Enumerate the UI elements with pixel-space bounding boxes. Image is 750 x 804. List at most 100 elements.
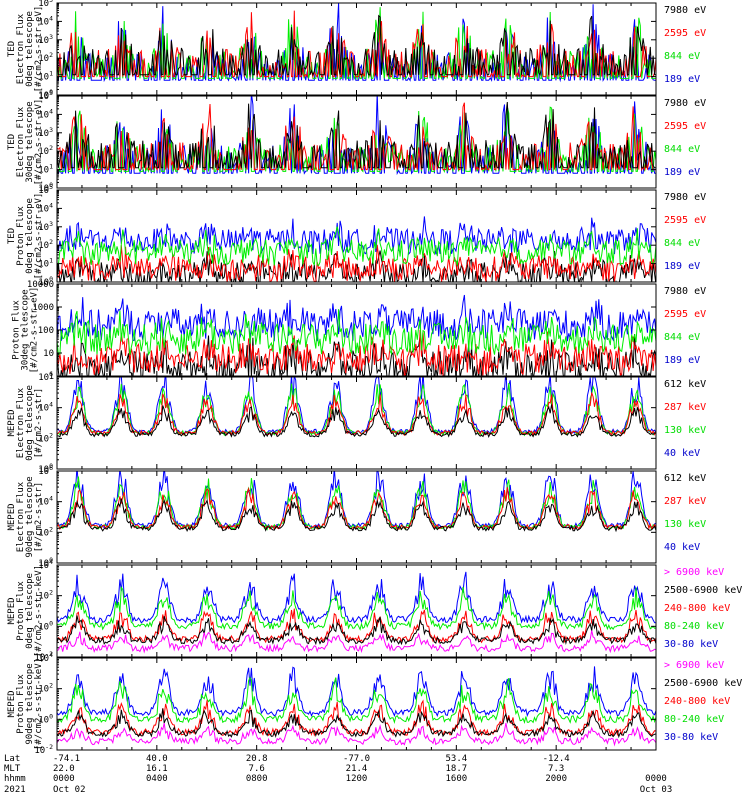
x-axis-hhmm-label: 0800 [246, 774, 268, 784]
series-line [57, 630, 656, 654]
y-axis-title-line: 90deg telescope [25, 476, 35, 557]
x-axis-hhmm-label: 1600 [445, 774, 467, 784]
panel-frame [56, 95, 657, 189]
panel-frame [56, 657, 657, 751]
legend-entry: 240-800 keV [664, 603, 730, 614]
legend-entry: 40 keV [664, 542, 700, 553]
panel-ted-e-30: TED Electron Flux 30deg telescope [#/cm2-s-… [7, 89, 706, 194]
y-tick-label: 100 [38, 462, 53, 475]
y-tick-label: 1 [49, 372, 54, 382]
y-tick-label: 105 [38, 89, 53, 102]
series-line [57, 244, 656, 282]
legend-entry: 7980 eV [664, 98, 706, 109]
y-tick-label: 100 [38, 619, 53, 632]
series-line [57, 226, 656, 267]
x-axis-hhmm-label: 0400 [146, 774, 168, 784]
legend-entry: 189 eV [664, 167, 700, 178]
legend-entry: 844 eV [664, 332, 700, 343]
series-line [57, 101, 656, 170]
x-axis-mlt-label: 7.3 [548, 764, 564, 774]
y-tick-label: 1000 [32, 303, 54, 313]
legend-entry: 2595 eV [664, 309, 706, 320]
y-tick-label: 101 [38, 163, 53, 176]
y-axis-title-line: MEPED [7, 597, 17, 624]
legend-entry: 7980 eV [664, 192, 706, 203]
y-tick-label: 104 [38, 651, 53, 664]
series-line [57, 10, 656, 79]
y-tick-label: 101 [38, 70, 53, 83]
legend-entry: 2595 eV [664, 121, 706, 132]
y-tick-label: 105 [38, 183, 53, 196]
x-axis-row-label: hhmm [4, 774, 26, 784]
y-tick-label: 103 [38, 33, 53, 46]
series-line [57, 722, 656, 747]
y-axis-title-line: MEPED [7, 409, 17, 436]
legend-entry: 612 keV [664, 379, 706, 390]
y-axis-title-line: [#/cm2-s-str-keV] [34, 565, 44, 657]
panel-ted-p-0: TED Proton Flux 0deg telescope [#/cm2-s-str… [7, 183, 706, 288]
panel-ted-e-0: TED Electron Flux 0deg telescope [#/cm2-s-s… [7, 0, 706, 101]
y-axis-title-line: TED [7, 228, 17, 244]
y-axis-title-line: Proton Flux [16, 206, 26, 266]
panel-frame [56, 376, 657, 470]
series-line [57, 3, 656, 83]
x-axis-row-label: MLT [4, 764, 21, 774]
legend-entry: 844 eV [664, 51, 700, 62]
series-line [57, 404, 656, 439]
y-axis-title-line: 30deg telescope [25, 101, 35, 182]
series-line [57, 309, 656, 357]
y-tick-label: 104 [38, 201, 53, 214]
legend-entry: 189 eV [664, 261, 700, 272]
y-axis-title-line: 0deg telescope [25, 385, 35, 461]
legend-entry: 844 eV [664, 238, 700, 249]
x-axis-mlt-label: 7.6 [249, 764, 265, 774]
legend-entry: > 6900 keV [664, 660, 724, 671]
legend-entry: 40 keV [664, 448, 700, 459]
x-axis-mlt-label: 22.0 [53, 764, 75, 774]
series-traces [57, 294, 656, 376]
x-axis-row-label: 2021 [4, 785, 26, 795]
series-line [57, 699, 656, 737]
y-tick-label: 102 [38, 682, 53, 695]
y-tick-label: 103 [38, 126, 53, 139]
y-axis-title-line: TED [7, 134, 17, 150]
y-axis-title-line: Proton Flux [16, 674, 26, 734]
legend-entry: > 6900 keV [664, 567, 724, 578]
y-tick-label: 102 [38, 238, 53, 251]
x-axis-hhmm-label: 0000 [645, 774, 667, 784]
series-line [57, 102, 656, 172]
legend-entry: 2595 eV [664, 28, 706, 39]
series-line [57, 294, 656, 342]
y-tick-label: 100 [38, 275, 53, 288]
y-tick-label: 10 [43, 349, 54, 359]
y-axis-title-line: 0deg telescope [25, 11, 35, 87]
legend-entry: 189 eV [664, 355, 700, 366]
y-tick-label: 100 [38, 88, 53, 101]
y-axis-title-line: TED [7, 41, 17, 57]
y-tick-label: 104 [38, 401, 53, 414]
x-axis-row-label: Lat [4, 754, 20, 764]
series-traces [57, 666, 656, 747]
y-axis-title-line: [#/cm2-s-str-eV] [34, 99, 44, 186]
legend-entry: 2595 eV [664, 215, 706, 226]
x-axis-hhmm-label: 1200 [346, 774, 368, 784]
series-traces [57, 216, 656, 282]
legend-entry: 2500-6900 keV [664, 585, 742, 596]
legend-entry: 130 keV [664, 519, 706, 530]
x-axis-lat-label: 53.4 [445, 754, 467, 764]
series-line [57, 666, 656, 718]
y-axis-title-line: MEPED [7, 690, 17, 717]
series-line [57, 608, 656, 644]
legend-entry: 80-240 keV [664, 714, 724, 725]
series-traces [57, 571, 656, 654]
y-axis-title-line: Proton Flux [12, 300, 22, 360]
x-axis-lat-label: -77.0 [343, 754, 370, 764]
legend-entry: 130 keV [664, 425, 706, 436]
series-line [57, 498, 656, 533]
y-axis-title-line: Electron Flux [16, 106, 26, 177]
y-tick-label: 105 [38, 0, 53, 9]
y-axis-title-line: Proton Flux [16, 581, 26, 641]
x-axis-mlt-label: 18.7 [445, 764, 467, 774]
panel-frame [56, 470, 657, 564]
y-axis-title-line: 90deg telescope [25, 663, 35, 744]
